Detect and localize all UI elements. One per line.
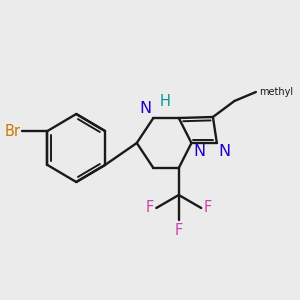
Text: Br: Br: [4, 124, 20, 139]
Text: N: N: [194, 144, 206, 159]
Text: N: N: [219, 144, 231, 159]
Text: N: N: [139, 101, 152, 116]
Text: F: F: [146, 200, 154, 215]
Text: methyl: methyl: [259, 87, 293, 97]
Text: F: F: [203, 200, 212, 215]
Text: H: H: [159, 94, 170, 109]
Text: F: F: [175, 223, 183, 238]
